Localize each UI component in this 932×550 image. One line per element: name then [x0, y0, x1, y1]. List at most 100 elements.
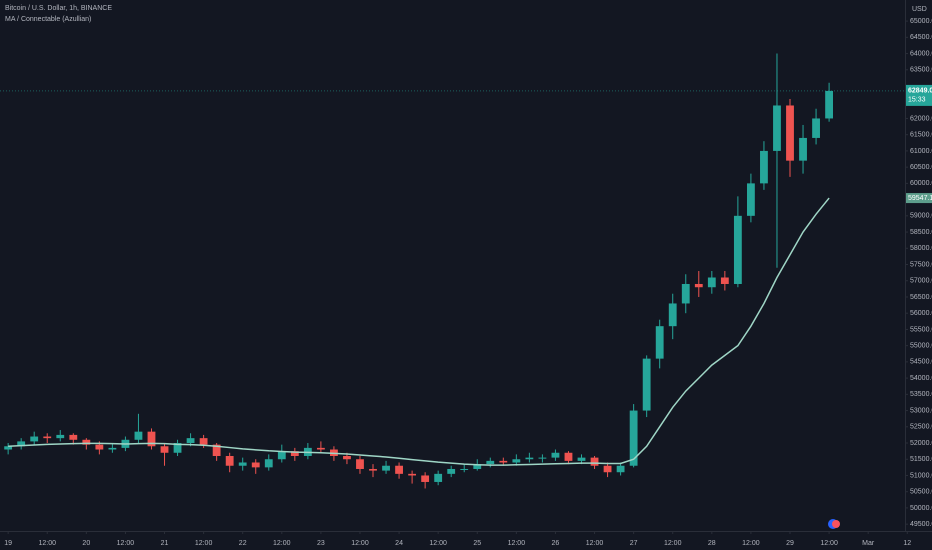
candle-body: [812, 118, 820, 138]
x-tick-label: 28: [708, 540, 716, 547]
y-tick-label: 63500.00: [910, 67, 932, 74]
x-tick-label: 12:00: [429, 540, 447, 547]
y-tick-label: 52500.00: [910, 424, 932, 431]
candle-body: [343, 456, 351, 460]
candle-body: [720, 277, 729, 284]
last-price-box: [906, 84, 932, 106]
candle-body: [69, 434, 78, 440]
candle-body: [316, 447, 325, 450]
x-tick-label: 26: [552, 540, 560, 547]
x-tick-label: 24: [395, 540, 403, 547]
candle-body: [395, 465, 403, 474]
candle-body: [264, 459, 273, 468]
candle-body: [786, 105, 794, 161]
candle-body: [160, 446, 169, 453]
last-price-label: 62849.09: [908, 88, 932, 95]
x-tick-label: 12:00: [195, 540, 213, 547]
candle-body: [421, 475, 430, 482]
candle-body: [538, 457, 547, 459]
y-tick-label: 61000.00: [910, 148, 932, 155]
candle-body: [173, 443, 182, 453]
x-tick-label: 12:00: [586, 540, 604, 547]
ma-value-label: 59547.11: [908, 195, 932, 202]
currency-label: USD: [912, 6, 927, 13]
candle-body: [733, 215, 742, 284]
candle-body: [577, 457, 586, 461]
x-tick-label: 12:00: [508, 540, 526, 547]
candle-body: [238, 462, 247, 466]
x-tick-label: 12: [903, 540, 911, 547]
candle-body: [17, 441, 26, 447]
candle-body: [642, 358, 651, 411]
y-tick-label: 58500.00: [910, 229, 932, 236]
candle-body: [251, 462, 260, 468]
x-tick-label: 19: [4, 540, 12, 547]
candle-body: [82, 439, 91, 445]
candle-body: [473, 464, 482, 469]
x-tick-label: 12:00: [664, 540, 682, 547]
candle-body: [707, 277, 716, 288]
x-tick-label: 12:00: [38, 540, 56, 547]
candle-body: [681, 283, 690, 304]
y-tick-label: 57000.00: [910, 278, 932, 285]
y-tick-label: 64500.00: [910, 34, 932, 41]
candle-body: [603, 465, 612, 473]
candle-body: [186, 438, 195, 444]
candle-body: [629, 410, 638, 466]
candle-body: [499, 460, 508, 463]
candle-body: [369, 468, 377, 471]
y-tick-label: 56000.00: [910, 310, 932, 317]
y-tick-label: 53000.00: [910, 407, 932, 414]
candle-body: [382, 465, 390, 471]
ma-line: [8, 197, 830, 466]
candle-body: [825, 90, 834, 119]
candle-body: [108, 447, 117, 450]
candle-body: [564, 452, 573, 461]
legend-entry: MA / Connectable (Azullian): [5, 16, 91, 23]
candle-body: [486, 460, 495, 465]
x-tick-label: 22: [239, 540, 247, 547]
candle-body: [212, 444, 221, 457]
y-tick-label: 64000.00: [910, 50, 932, 57]
candle-body: [147, 431, 156, 447]
y-tick-label: 57500.00: [910, 261, 932, 268]
x-tick-label: 12:00: [351, 540, 369, 547]
candle-body: [694, 283, 703, 288]
candle-body: [447, 468, 456, 474]
x-tick-label: 27: [630, 540, 638, 547]
y-tick-label: 65000.00: [910, 18, 932, 25]
candle-body: [290, 451, 299, 457]
candle-body: [746, 183, 755, 216]
x-tick-label: Mar: [862, 540, 875, 547]
y-tick-label: 60500.00: [910, 164, 932, 171]
candle-body: [277, 451, 286, 460]
candle-body: [43, 436, 52, 439]
y-tick-label: 51500.00: [910, 456, 932, 463]
y-tick-label: 60000.00: [910, 180, 932, 187]
candle-body: [512, 459, 521, 463]
x-tick-label: 25: [473, 540, 481, 547]
chart-title: Bitcoin / U.S. Dollar, 1h, BINANCE: [5, 5, 112, 12]
y-tick-label: 55500.00: [910, 326, 932, 333]
y-tick-label: 59000.00: [910, 213, 932, 220]
y-tick-label: 53500.00: [910, 391, 932, 398]
candle-body: [356, 459, 364, 469]
candle-body: [525, 457, 534, 460]
x-tick-label: 29: [786, 540, 794, 547]
candle-body: [760, 150, 768, 184]
candle-body: [773, 105, 781, 151]
logo-circle: [832, 520, 840, 528]
candle-body: [434, 473, 443, 482]
candle-body: [408, 473, 417, 476]
candle-body: [4, 446, 13, 450]
logo: [828, 519, 840, 529]
y-tick-label: 55000.00: [910, 342, 932, 349]
y-tick-label: 51000.00: [910, 472, 932, 479]
candle-body: [590, 457, 599, 466]
candle-body: [655, 326, 664, 359]
candle-body: [799, 137, 807, 161]
countdown-label: 15:33: [908, 97, 926, 104]
y-tick-label: 54000.00: [910, 375, 932, 382]
